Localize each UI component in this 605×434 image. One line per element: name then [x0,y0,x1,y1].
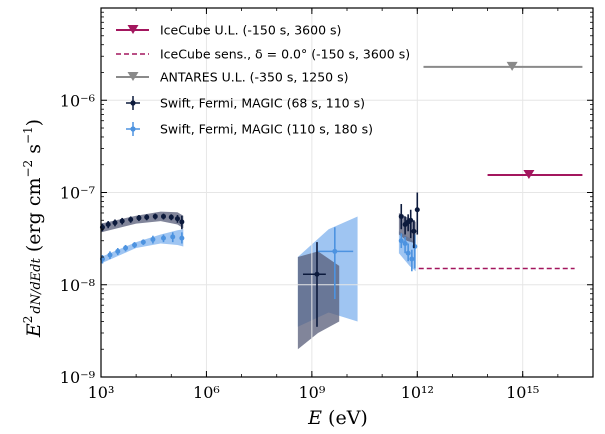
x-axis-label: E (eV) [307,407,368,429]
y-axis-label-exp1: −2 [21,160,35,178]
early-series-point [314,271,320,277]
late-series-point [140,239,146,245]
late-series-point [398,238,404,244]
x-tick-label: 10⁶ [193,383,220,402]
early-series-point [112,220,118,226]
late-series-point [115,248,121,254]
early-series-point [105,221,111,227]
x-tick-label: 10³ [88,383,115,402]
legend: IceCube U.L. (-150 s, 3600 s) IceCube se… [116,23,410,137]
late-series-point [150,236,156,242]
early-series-point [144,214,150,220]
late-series-point [332,248,338,254]
y-axis-label-text: E2 dN/dEdt (erg cm−2 s−1) [21,119,45,338]
early-series-point [174,216,180,222]
legend-marker-late [130,126,136,132]
x-tick-label: 10¹⁵ [506,383,539,402]
early-series-point [160,213,166,219]
legend-item-antares-ul: ANTARES U.L. (-350 s, 1250 s) [116,70,349,85]
early-series-point [168,214,174,220]
early-series-point [152,213,158,219]
x-axis-label-unit: (eV) [322,407,368,429]
y-tick-label: 10⁻⁹ [60,368,96,387]
late-series-point [170,234,176,240]
y-tick-label: 10⁻⁸ [60,276,95,295]
legend-label-early: Swift, Fermi, MAGIC (68 s, 110 s) [160,96,365,111]
early-series-point [398,213,404,219]
x-tick-label: 10⁹ [298,383,325,402]
early-series-point [408,217,414,223]
late-series-point [412,243,418,249]
data-series [99,61,583,327]
legend-marker-early [130,100,136,106]
antares-ul-marker [506,61,518,71]
y-axis-label-exp2: −1 [21,126,35,144]
uncertainty-band-early-gamma [297,251,340,350]
late-series-point [402,240,408,246]
early-series-point [411,228,417,234]
legend-item-late: Swift, Fermi, MAGIC (110 s, 180 s) [126,122,373,137]
late-series-point [179,235,185,241]
late-series-point [160,235,166,241]
legend-item-early: Swift, Fermi, MAGIC (68 s, 110 s) [126,96,365,111]
late-series-point [107,252,113,258]
legend-label-icecube-sens: IceCube sens., δ = 0.0° (-150 s, 3600 s) [160,47,410,62]
late-series-point [123,245,129,251]
early-series-point [128,216,134,222]
y-axis-label-unit: (erg cm [23,178,45,259]
y-tick-label: 10⁻⁷ [60,184,95,203]
late-series-point [132,242,138,248]
y-axis-label-s: s [23,144,45,160]
triangle-down-icon [127,72,139,81]
early-series-point [136,215,142,221]
x-tick-label: 10¹² [401,383,434,402]
axis-ticks: 10³ 10⁶ 10⁹ 10¹² 10¹⁵ 10⁻⁹ 10⁻⁸ 10⁻⁷ 10⁻⁶ [60,8,594,402]
late-series-point [409,256,415,262]
legend-label-icecube-ul: IceCube U.L. (-150 s, 3600 s) [160,23,341,38]
y-axis-label-deriv: dN/dEdt [29,257,44,313]
x-axis-label-text: E (eV) [307,407,368,429]
y-tick-label: 10⁻⁶ [60,91,95,110]
legend-item-icecube-ul: IceCube U.L. (-150 s, 3600 s) [116,23,341,38]
early-series-point [414,207,420,213]
late-series-point [405,250,411,256]
early-series-point [179,219,185,225]
y-axis-label-close: ) [23,119,45,126]
legend-label-antares-ul: ANTARES U.L. (-350 s, 1250 s) [160,70,349,85]
icecube-ul-marker [523,169,535,179]
y-axis-label-symbol: E [23,323,45,338]
legend-label-late: Swift, Fermi, MAGIC (110 s, 180 s) [160,122,373,137]
triangle-down-icon [127,25,139,34]
legend-item-icecube-sens: IceCube sens., δ = 0.0° (-150 s, 3600 s) [116,47,410,62]
y-axis-label-sup: 2 [21,316,35,324]
y-axis-label: E2 dN/dEdt (erg cm−2 s−1) [21,119,45,338]
x-axis-label-symbol: E [307,407,322,429]
early-series-point [119,218,125,224]
